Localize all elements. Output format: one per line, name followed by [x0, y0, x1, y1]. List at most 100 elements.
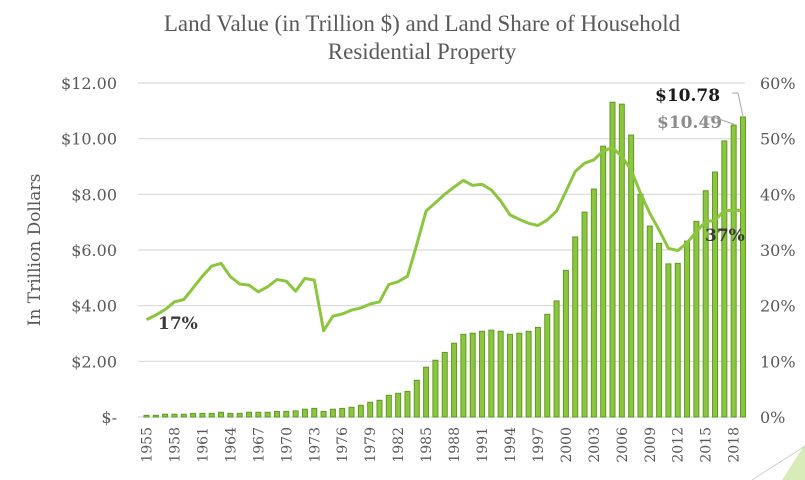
bar-1995	[516, 332, 523, 418]
x-tick-label: 1979	[363, 427, 379, 463]
x-tick-label: 1988	[447, 427, 463, 463]
bar-2008	[637, 193, 644, 418]
x-tick-label: 1991	[475, 427, 491, 463]
bar-1993	[497, 330, 504, 418]
bar-2015	[702, 190, 709, 418]
bar-1967	[255, 411, 262, 418]
bar-1964	[227, 412, 234, 418]
leader-line-2018	[704, 116, 734, 125]
bar-2003	[590, 188, 597, 418]
left-tick-label: $-	[101, 408, 117, 427]
bar-2002	[581, 211, 588, 418]
land-share-line-group	[145, 146, 743, 333]
x-tick-label: 2006	[615, 427, 631, 463]
chart-title-line-1: Land Value (in Trillion $) and Land Shar…	[163, 11, 681, 36]
bar-1983	[404, 390, 411, 418]
right-tick-label: 10%	[760, 352, 796, 371]
bar-1997	[534, 326, 541, 418]
bar-1961	[199, 412, 206, 418]
annotation-2019-value: $10.78	[655, 86, 720, 106]
bar-1998	[544, 313, 551, 418]
bar-2012	[674, 262, 681, 418]
bar-1959	[180, 413, 187, 418]
x-tick-label: 1994	[503, 427, 519, 463]
bar-1991	[479, 330, 486, 418]
x-tick-label: 1973	[307, 427, 323, 463]
right-tick-label: 50%	[760, 130, 796, 149]
bar-2004	[600, 145, 607, 418]
annotation-2019-share: 37%	[705, 226, 745, 246]
leader-line-2019	[732, 92, 744, 117]
bar-1968	[264, 411, 271, 418]
bar-1975	[329, 408, 336, 418]
x-tick-label: 2012	[671, 427, 687, 463]
left-tick-label: $12.00	[61, 74, 117, 93]
left-tick-label: $4.00	[71, 297, 117, 316]
x-tick-label: 2003	[587, 427, 603, 463]
x-tick-label: 1955	[140, 427, 156, 463]
annotation-2018-value: $10.49	[657, 113, 722, 133]
bar-2005	[609, 101, 616, 418]
right-tick-label: 40%	[760, 185, 796, 204]
x-tick-label: 2015	[699, 427, 715, 463]
left-tick-label: $6.00	[71, 241, 117, 260]
right-axis: 0% 10% 20% 30% 40% 50% 60%	[760, 74, 796, 427]
bar-2011	[665, 263, 672, 418]
left-tick-label: $8.00	[71, 185, 117, 204]
bar-1957	[162, 413, 169, 418]
x-tick-label: 2000	[559, 427, 575, 463]
land-value-bars	[143, 101, 746, 418]
right-tick-label: 30%	[760, 241, 796, 260]
bar-1958	[171, 413, 178, 418]
bar-2007	[628, 134, 635, 418]
bar-1999	[553, 300, 560, 418]
left-tick-label: $2.00	[71, 352, 117, 371]
x-tick-label: 1970	[279, 427, 295, 463]
bar-2018	[730, 124, 737, 418]
bar-1970	[283, 410, 290, 418]
bar-1986	[432, 359, 439, 418]
annotation-1955-share: 17%	[158, 314, 198, 334]
left-axis: $- $2.00 $4.00 $6.00 $8.00 $10.00 $12.00	[61, 74, 117, 427]
bar-2013	[684, 240, 691, 418]
bar-2014	[693, 220, 700, 418]
bar-1992	[488, 329, 495, 418]
right-tick-label: 20%	[760, 297, 796, 316]
gridlines	[138, 82, 745, 418]
bar-1977	[348, 406, 355, 418]
x-tick-label: 1958	[167, 427, 183, 463]
bar-1974	[320, 410, 327, 418]
bar-1969	[273, 410, 280, 418]
x-tick-label: 1985	[419, 427, 435, 463]
bar-2019	[739, 116, 746, 418]
x-tick-label: 1961	[195, 427, 211, 463]
x-tick-label: 1976	[335, 427, 351, 463]
bar-1985	[423, 366, 430, 418]
bar-1996	[525, 330, 532, 418]
x-tick-label: 1982	[391, 427, 407, 463]
x-tick-label: 1997	[531, 427, 547, 463]
x-tick-label: 1967	[251, 427, 267, 463]
corner-decoration	[751, 444, 805, 480]
bar-1972	[301, 408, 308, 418]
bar-2009	[646, 225, 653, 418]
y-axis-label: In Trillion Dollars	[25, 174, 45, 327]
left-tick-label: $10.00	[61, 130, 117, 149]
bar-2006	[618, 103, 625, 418]
bar-1955	[143, 414, 150, 418]
bar-1976	[339, 407, 346, 418]
bar-1960	[190, 412, 197, 418]
x-tick-label: 1964	[223, 427, 239, 463]
bar-1989	[460, 333, 467, 418]
bar-1988	[451, 342, 458, 418]
bar-1994	[506, 333, 513, 418]
chart-title-line-2: Residential Property	[327, 39, 517, 64]
bar-2017	[721, 140, 728, 418]
bar-1962	[208, 412, 215, 418]
corner-line	[751, 445, 805, 480]
bar-1973	[311, 407, 318, 418]
x-axis: 1955 1958 1961 1964 1967 1970 1973 1976 1979 1982…	[140, 427, 743, 463]
x-tick-label: 2018	[727, 427, 743, 463]
bar-1966	[246, 411, 253, 418]
